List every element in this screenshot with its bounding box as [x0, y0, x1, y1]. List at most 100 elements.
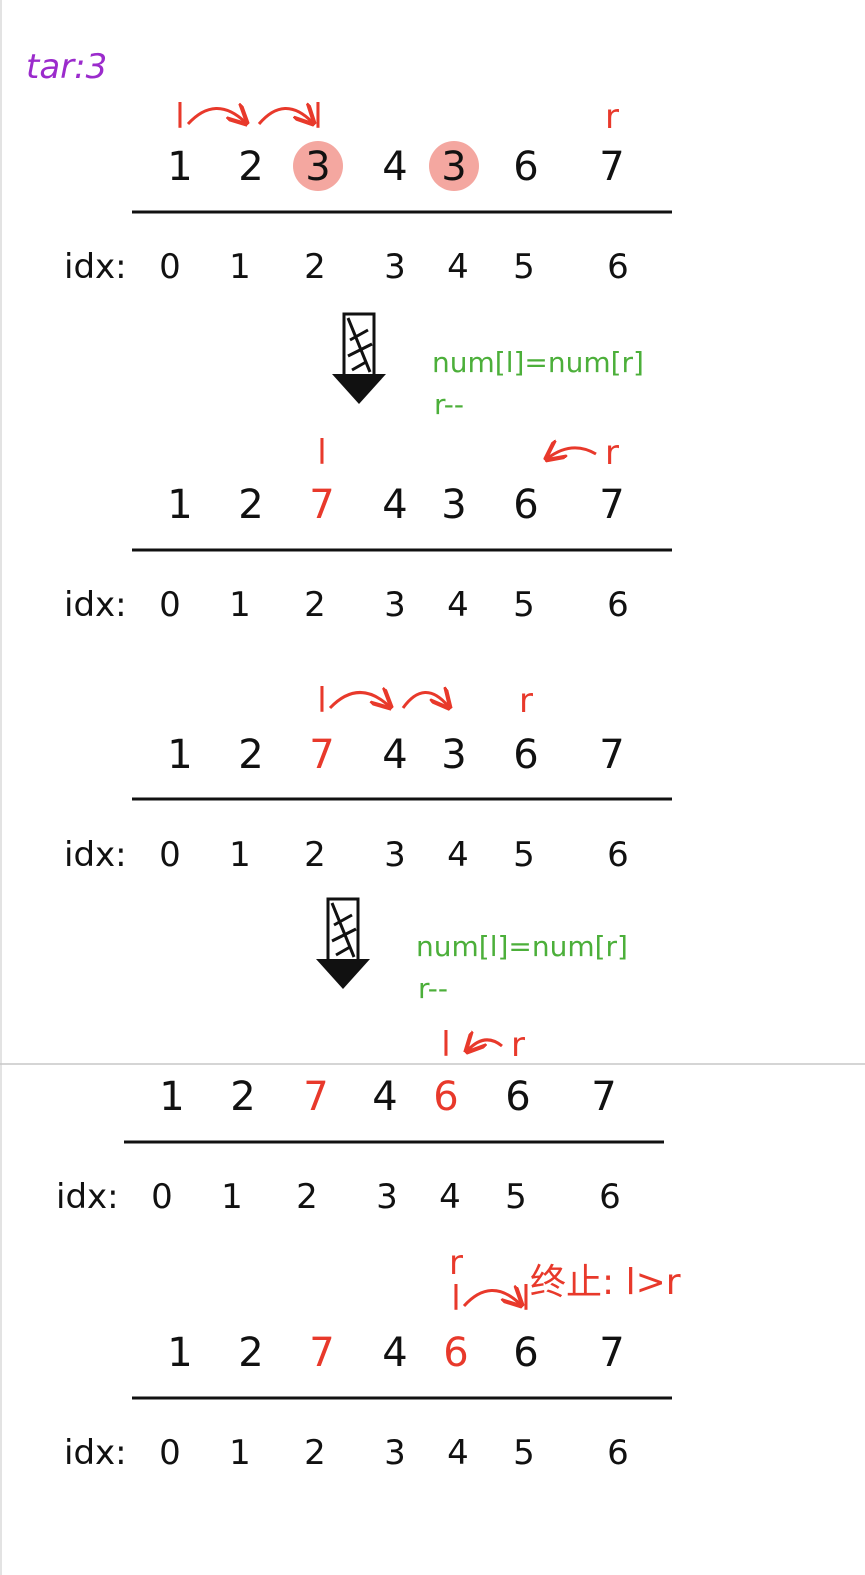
index-label: idx:: [64, 247, 127, 287]
index-value: 2: [296, 1177, 318, 1217]
index-value: 1: [221, 1177, 243, 1217]
index-value: 4: [447, 1433, 469, 1473]
array-value: 7: [309, 1330, 334, 1376]
index-value: 5: [513, 835, 535, 875]
index-value: 6: [607, 835, 629, 875]
array-value: 3: [305, 144, 330, 190]
array-value: 7: [599, 732, 624, 778]
array-value: 7: [599, 1330, 624, 1376]
index-value: 1: [229, 1433, 251, 1473]
array-value: 3: [441, 482, 466, 528]
pointer-hop-arrow: [328, 692, 389, 708]
stop-condition-note: 终止: l>r: [530, 1262, 681, 1303]
index-value: 0: [159, 247, 181, 287]
array-value: 7: [309, 482, 334, 528]
pointer-l: l: [175, 97, 184, 137]
index-value: 0: [151, 1177, 173, 1217]
index-value: 6: [607, 585, 629, 625]
index-value: 4: [439, 1177, 461, 1217]
array-value: 3: [441, 732, 466, 778]
index-label: idx:: [64, 1433, 127, 1473]
pointer-hop-arrow: [257, 108, 312, 124]
index-value: 2: [304, 835, 326, 875]
array-value: 4: [382, 1330, 407, 1376]
index-value: 3: [384, 247, 406, 287]
array-value: 6: [443, 1330, 468, 1376]
index-value: 2: [304, 1433, 326, 1473]
array-value: 4: [382, 732, 407, 778]
index-label: idx:: [64, 585, 127, 625]
array-value: 6: [513, 482, 538, 528]
target-label: tar:3: [26, 47, 107, 87]
pointer-r: r: [605, 433, 619, 473]
pointer-l: l: [317, 681, 326, 721]
index-value: 1: [229, 835, 251, 875]
array-value: 1: [167, 1330, 192, 1376]
array-value: 2: [238, 732, 263, 778]
array-value: 1: [159, 1074, 184, 1120]
array-value: 2: [230, 1074, 255, 1120]
index-value: 6: [607, 1433, 629, 1473]
array-value: 1: [167, 144, 192, 190]
array-value: 2: [238, 1330, 263, 1376]
index-value: 5: [513, 1433, 535, 1473]
index-value: 3: [384, 835, 406, 875]
array-value: 6: [433, 1074, 458, 1120]
index-value: 2: [304, 585, 326, 625]
index-value: 3: [384, 1433, 406, 1473]
pointer-r: r: [449, 1243, 463, 1283]
decrement-note: r--: [434, 388, 464, 421]
array-value: 6: [513, 1330, 538, 1376]
highlight-circle: [293, 141, 343, 191]
array-value: 4: [382, 482, 407, 528]
index-value: 0: [159, 835, 181, 875]
pointer-move-arrow: [468, 1040, 503, 1050]
pointer-r: r: [605, 97, 619, 137]
pointer-l: l: [317, 433, 326, 473]
index-value: 0: [159, 585, 181, 625]
pointer-l: l: [313, 97, 322, 137]
pointer-hop-arrow: [186, 108, 245, 124]
pointer-l: l: [451, 1279, 460, 1319]
index-value: 6: [599, 1177, 621, 1217]
array-value: 4: [382, 144, 407, 190]
index-value: 5: [505, 1177, 527, 1217]
index-value: 2: [304, 247, 326, 287]
index-value: 1: [229, 247, 251, 287]
index-label: idx:: [56, 1177, 119, 1217]
pointer-r: r: [519, 681, 533, 721]
array-value: 3: [441, 144, 466, 190]
assign-note: num[l]=num[r]: [416, 930, 628, 963]
pointer-l: l: [441, 1025, 450, 1065]
pointer-move-arrow: [548, 448, 597, 458]
array-value: 6: [513, 732, 538, 778]
array-value: 7: [599, 482, 624, 528]
index-value: 4: [447, 585, 469, 625]
index-value: 0: [159, 1433, 181, 1473]
index-value: 1: [229, 585, 251, 625]
array-value: 2: [238, 482, 263, 528]
highlight-circle: [429, 141, 479, 191]
array-value: 6: [505, 1074, 530, 1120]
down-arrow-icon: [316, 897, 370, 989]
array-value: 7: [599, 144, 624, 190]
pointer-hop-arrow: [401, 692, 448, 708]
index-value: 3: [376, 1177, 398, 1217]
array-value: 7: [309, 732, 334, 778]
pointer-hop-arrow: [462, 1290, 520, 1306]
array-value: 7: [303, 1074, 328, 1120]
index-value: 6: [607, 247, 629, 287]
pointer-l: l: [521, 1279, 530, 1319]
array-value: 6: [513, 144, 538, 190]
index-value: 5: [513, 247, 535, 287]
array-value: 1: [167, 482, 192, 528]
index-value: 4: [447, 247, 469, 287]
down-arrow-icon: [332, 312, 386, 404]
index-value: 3: [384, 585, 406, 625]
decrement-note: r--: [418, 972, 448, 1005]
